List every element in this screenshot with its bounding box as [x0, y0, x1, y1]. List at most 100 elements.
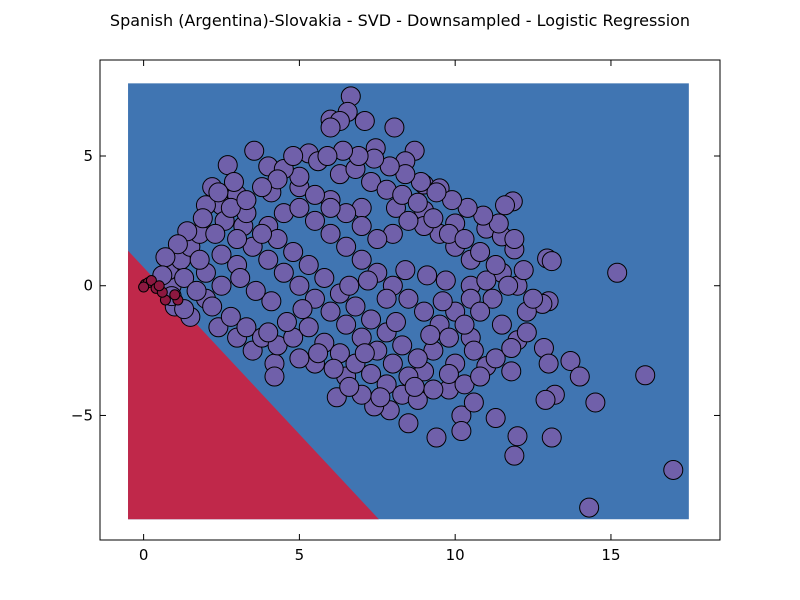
point-class-a	[211, 275, 232, 296]
point-class-a	[367, 229, 388, 250]
point-class-a	[370, 387, 391, 408]
point-class-a	[298, 254, 319, 275]
point-class-a	[264, 366, 285, 387]
x-tick-label: 5	[295, 546, 305, 564]
point-class-a	[395, 260, 416, 281]
point-class-a	[351, 216, 372, 237]
point-class-a	[485, 408, 506, 429]
point-class-a	[317, 146, 338, 166]
point-class-a	[417, 265, 438, 286]
point-class-b	[138, 281, 150, 293]
point-class-a	[189, 249, 210, 270]
point-class-a	[304, 184, 325, 205]
point-class-a	[513, 260, 534, 281]
point-class-a	[211, 244, 232, 265]
point-class-a	[336, 314, 357, 335]
point-class-a	[245, 280, 266, 301]
point-class-a	[426, 182, 447, 203]
point-class-a	[423, 379, 444, 400]
point-class-a	[498, 275, 519, 296]
point-class-a	[258, 322, 279, 343]
point-class-a	[202, 296, 223, 317]
point-class-a	[495, 195, 516, 216]
point-class-a	[217, 155, 238, 176]
point-class-a	[276, 312, 297, 333]
point-class-a	[423, 208, 444, 229]
point-class-a	[357, 270, 378, 291]
point-class-a	[339, 376, 360, 397]
point-class-a	[336, 236, 357, 257]
point-class-a	[236, 190, 257, 211]
y-axis-ticks: −5 0 5	[71, 147, 720, 424]
point-class-a	[354, 343, 375, 364]
point-class-a	[470, 242, 491, 262]
point-class-a	[485, 254, 506, 275]
point-class-a	[361, 309, 382, 330]
point-class-a	[501, 361, 522, 382]
point-class-a	[155, 247, 176, 268]
data-points	[138, 86, 684, 518]
point-class-a	[463, 340, 484, 361]
point-class-a	[320, 301, 341, 322]
point-class-a	[283, 146, 304, 166]
point-class-a	[407, 348, 428, 369]
point-class-a	[569, 366, 590, 387]
point-class-a	[470, 301, 491, 322]
point-class-a	[385, 312, 406, 333]
point-class-a	[454, 314, 475, 335]
point-class-a	[339, 275, 360, 296]
point-class-a	[420, 325, 441, 346]
point-class-a	[663, 459, 684, 480]
x-axis-ticks: 0 5 10 15	[139, 60, 621, 564]
point-class-a	[314, 267, 335, 288]
point-class-a	[507, 426, 528, 447]
point-class-a	[320, 223, 341, 244]
point-class-a	[283, 242, 304, 262]
point-class-a	[244, 140, 265, 161]
point-class-a	[252, 177, 273, 198]
point-class-a	[398, 413, 419, 434]
point-class-a	[538, 353, 559, 374]
point-class-a	[438, 363, 459, 384]
point-class-a	[308, 343, 329, 364]
point-class-a	[320, 197, 341, 218]
point-class-a	[463, 392, 484, 413]
point-class-a	[579, 497, 600, 518]
point-class-a	[230, 267, 251, 288]
point-class-a	[541, 251, 562, 272]
x-tick-label: 15	[601, 546, 620, 564]
point-class-a	[504, 229, 525, 250]
point-class-a	[384, 117, 405, 138]
point-class-a	[485, 348, 506, 369]
point-class-a	[351, 249, 372, 270]
point-class-a	[454, 229, 475, 250]
y-tick-label: 0	[83, 277, 93, 295]
point-class-a	[273, 262, 294, 283]
point-class-a	[205, 223, 226, 244]
point-class-a	[414, 301, 435, 322]
chart-title: Spanish (Argentina)-Slovakia - SVD - Dow…	[110, 11, 690, 30]
point-class-a	[289, 197, 310, 218]
point-class-a	[289, 348, 310, 369]
point-class-a	[535, 389, 556, 410]
point-class-a	[451, 421, 472, 442]
point-class-a	[435, 270, 456, 291]
point-class-a	[298, 317, 319, 338]
point-class-a	[361, 363, 382, 384]
plot-frame	[99, 59, 721, 541]
point-class-a	[223, 171, 244, 192]
point-class-a	[252, 223, 273, 244]
point-class-a	[516, 322, 537, 343]
point-class-a	[491, 314, 512, 335]
point-class-a	[186, 280, 207, 301]
point-class-a	[404, 376, 425, 397]
point-class-a	[345, 296, 366, 317]
point-class-a	[560, 350, 581, 371]
point-class-a	[323, 358, 344, 379]
point-class-b	[169, 289, 181, 301]
point-class-a	[476, 270, 497, 291]
point-class-a	[504, 445, 525, 466]
x-tick-label: 10	[446, 546, 465, 564]
point-class-a	[523, 288, 544, 309]
